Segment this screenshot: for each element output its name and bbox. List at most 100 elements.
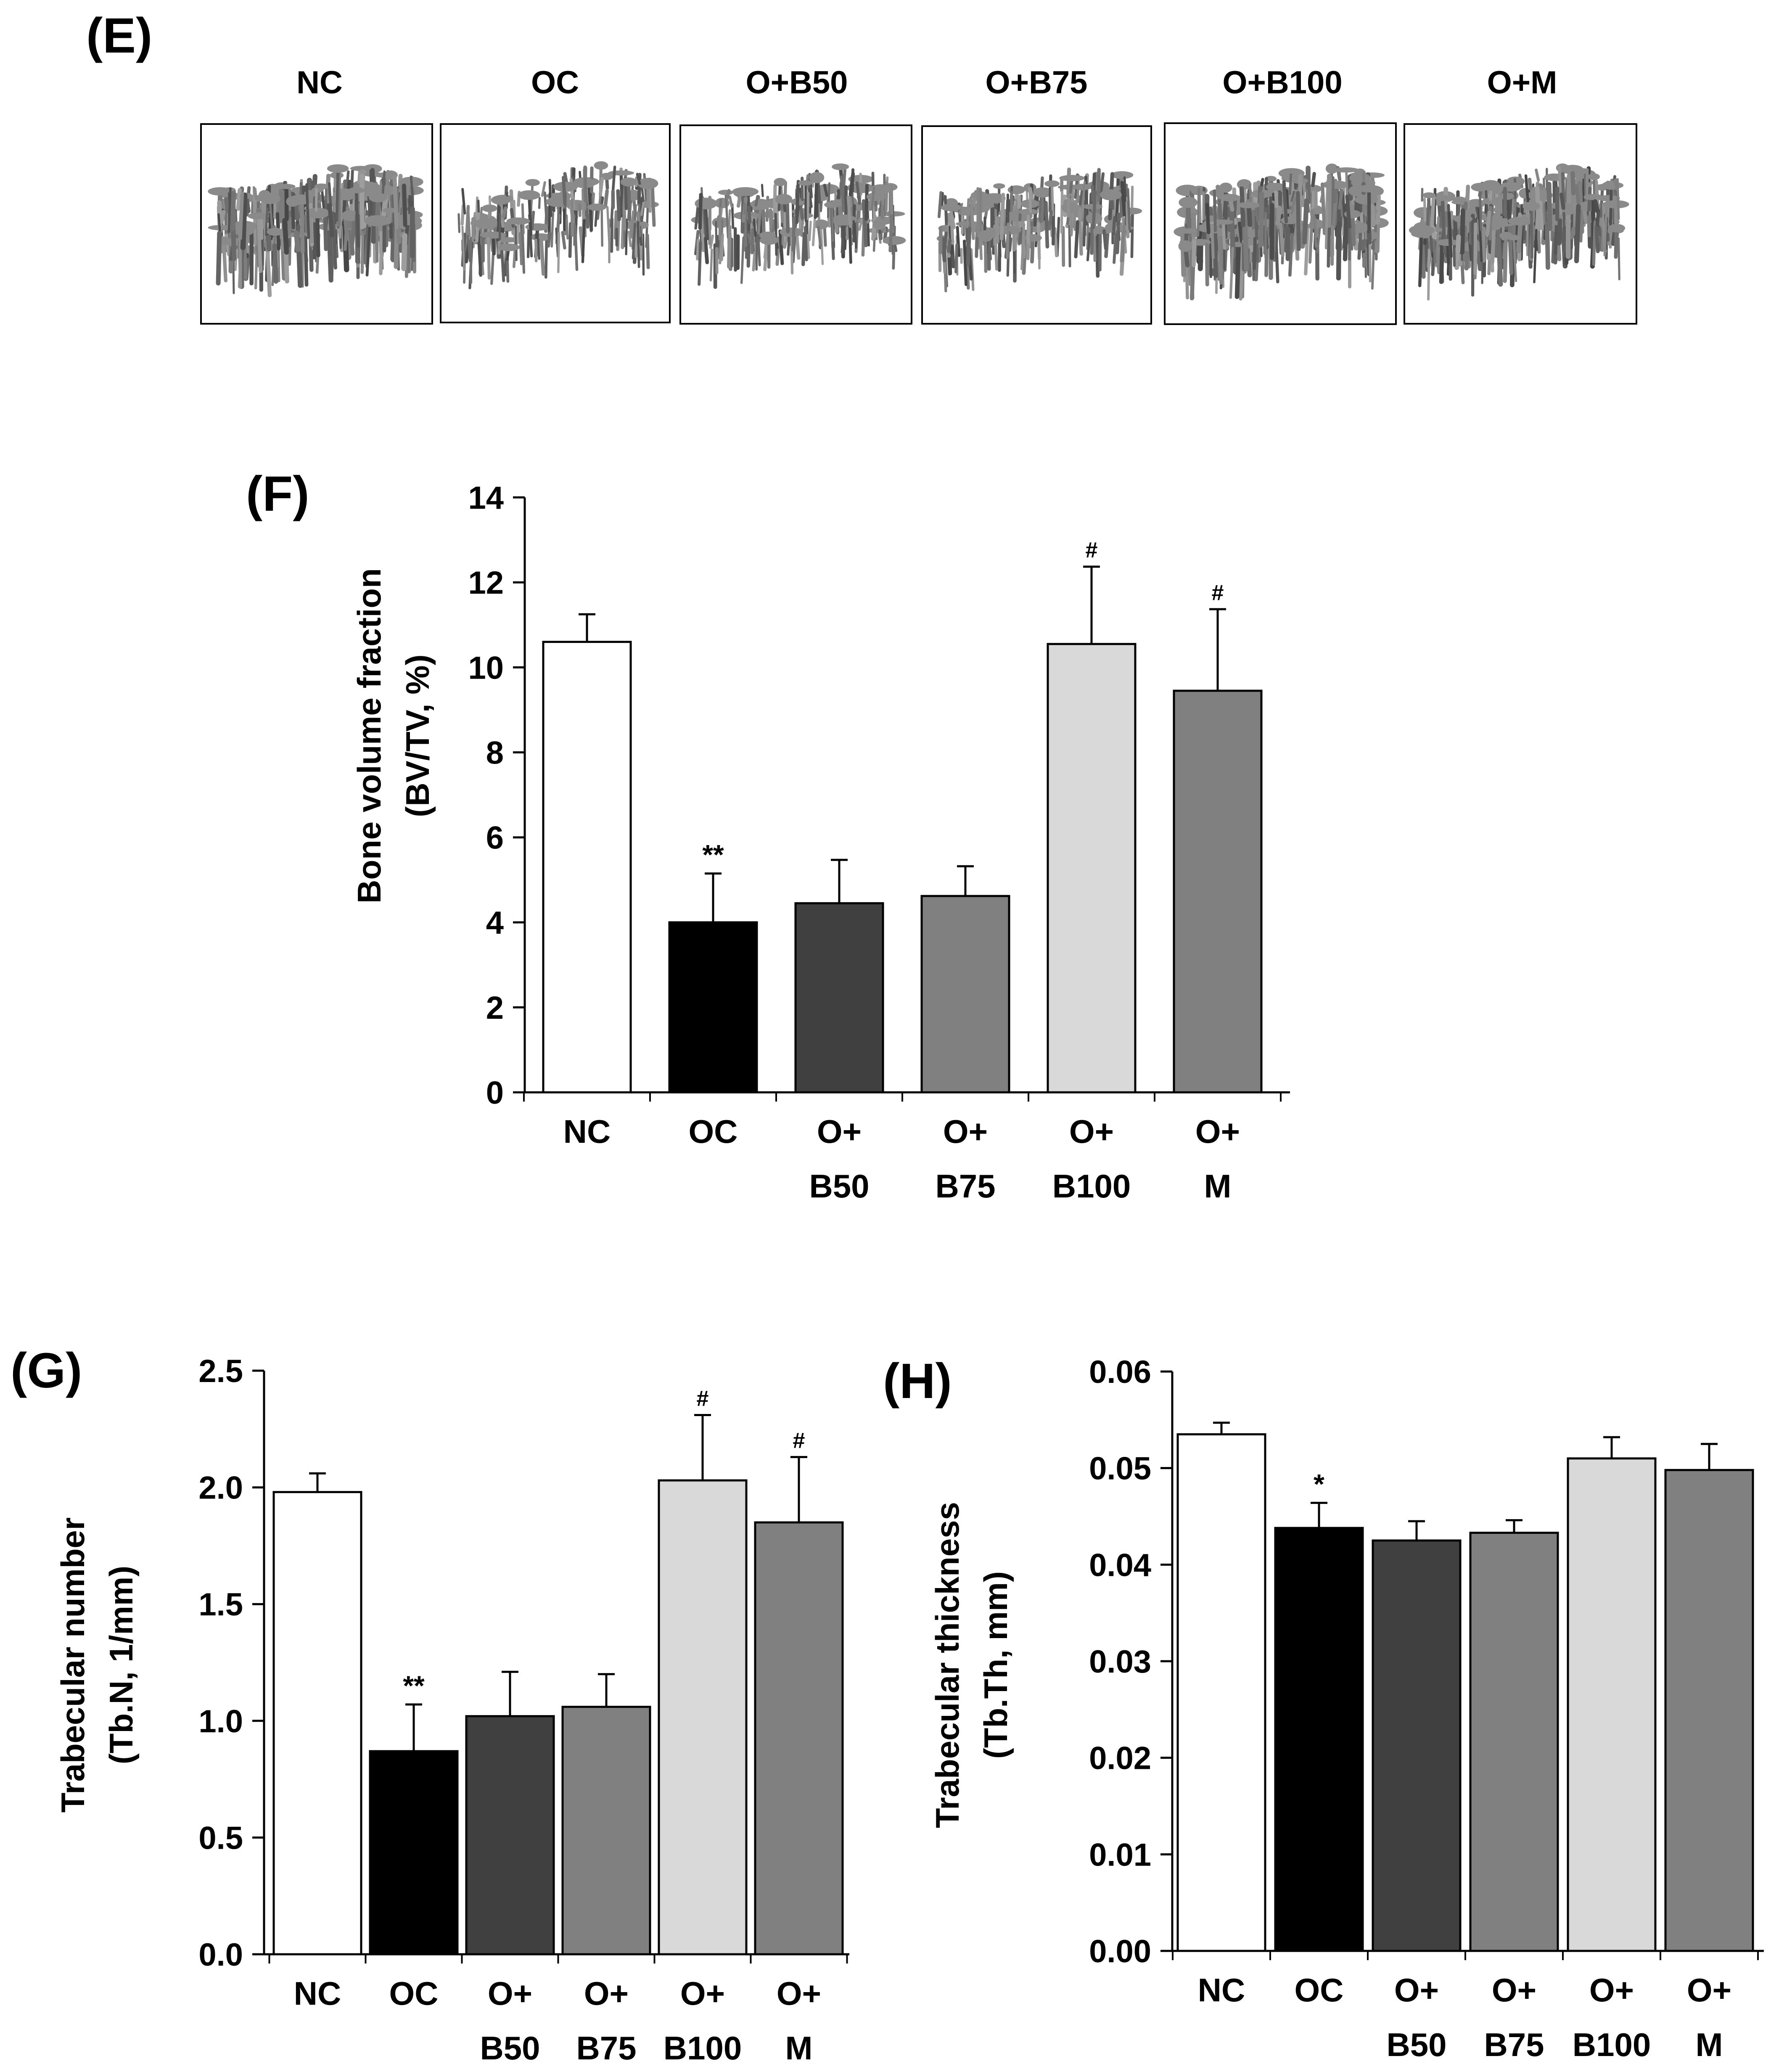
trabecula (949, 206, 954, 245)
x-tick-label: O+ (1687, 1972, 1731, 2009)
trabecula (1602, 200, 1629, 209)
trabecula (1588, 173, 1600, 180)
trabecula (1435, 195, 1450, 201)
trabecula (326, 224, 333, 283)
trabecula (1008, 237, 1012, 252)
trabecula (1304, 224, 1310, 276)
trabecula (871, 186, 875, 210)
trabecula (625, 219, 628, 256)
trabecula (956, 226, 961, 257)
trabecula (1439, 242, 1445, 284)
x-tick-label: O+ (488, 1975, 532, 2012)
trabecula (1073, 184, 1092, 190)
y-tick-label: 2 (486, 990, 504, 1026)
trabecula (1266, 182, 1285, 191)
y-tick-label: 0 (486, 1075, 504, 1111)
trabecula (1554, 218, 1559, 256)
trabecula (759, 235, 779, 245)
trabecula (1053, 227, 1058, 257)
trabecula (866, 192, 886, 201)
trabecula (709, 234, 714, 249)
significance-annotation: # (1086, 538, 1098, 563)
trabecula (824, 201, 840, 208)
bar (658, 1479, 748, 1956)
trabecula (230, 190, 236, 232)
trabecula (315, 211, 320, 258)
trabecula (1213, 228, 1218, 278)
trabecula (267, 227, 283, 236)
f-ylabel-line2: (BV/TV, %) (399, 654, 436, 817)
microct-bone-image (1409, 163, 1629, 301)
trabecula (937, 191, 943, 218)
trabecula (1275, 206, 1282, 226)
y-tick-label: 2.0 (198, 1470, 243, 1506)
trabecula (349, 218, 357, 249)
trabecula (747, 205, 752, 224)
significance-annotation: ** (403, 1670, 425, 1701)
trabecula (259, 193, 281, 204)
trabecula (360, 226, 365, 274)
trabecula (970, 248, 975, 291)
bar (542, 641, 632, 1094)
trabecula (624, 220, 649, 230)
trabecula (709, 248, 713, 282)
trabecula (328, 203, 334, 238)
trabecula (966, 222, 971, 266)
trabecula (1302, 198, 1309, 245)
trabecula (402, 183, 407, 227)
trabecula (381, 170, 386, 198)
trabecula (1006, 222, 1010, 259)
trabecula (480, 231, 506, 239)
trabecula (1213, 189, 1217, 233)
g-ylabel-line1: Trabecular number (54, 1517, 91, 1813)
trabecula (518, 232, 523, 265)
trabecula (364, 215, 390, 227)
x-tick-label: O+ (680, 1975, 725, 2012)
trabecula (1205, 203, 1211, 234)
trabecula (491, 195, 511, 205)
trabecula (410, 175, 414, 201)
bar (561, 1705, 651, 1956)
trabecula (581, 219, 586, 263)
trabecula (1496, 227, 1503, 287)
trabecula (1614, 226, 1619, 259)
trabecula (1028, 197, 1032, 213)
trabecula (1044, 201, 1049, 249)
trabecula (627, 230, 632, 247)
trabecula (1086, 227, 1092, 262)
trabecula (544, 235, 548, 279)
panel-e-label: (E) (86, 8, 152, 63)
trabecula (954, 243, 958, 274)
trabecula (481, 204, 497, 212)
trabecula (286, 217, 293, 236)
trabecula (753, 218, 757, 237)
trabecula (1310, 208, 1324, 214)
significance-annotation: ** (702, 839, 724, 870)
trabecula (586, 213, 590, 226)
trabecula (1020, 223, 1026, 270)
trabecula (883, 236, 906, 245)
x-tick-label: O+ (817, 1113, 862, 1150)
trabecula (1593, 199, 1599, 213)
trabecula (477, 230, 482, 277)
y-tick-label: 0.0 (198, 1937, 243, 1973)
trabecula (265, 246, 272, 297)
trabecula (846, 196, 852, 228)
trabecula (1316, 227, 1321, 254)
trabecula (892, 225, 896, 270)
trabecula (1210, 224, 1215, 259)
y-tick-label: 1.0 (198, 1704, 243, 1739)
trabecula (795, 180, 800, 225)
trabecula (1033, 190, 1038, 227)
trabecula (248, 212, 269, 220)
x-tick-label: B75 (1484, 2026, 1544, 2063)
trabecula (1608, 224, 1626, 233)
trabecula (870, 184, 892, 194)
trabecula (1197, 188, 1200, 237)
trabecula (545, 196, 571, 207)
trabecula (1460, 208, 1465, 255)
trabecula (809, 172, 825, 183)
trabecula (208, 225, 234, 230)
x-tick-label: B100 (1573, 2026, 1651, 2063)
g-ylabel-line2: (Tb.N, 1/mm) (103, 1566, 140, 1764)
